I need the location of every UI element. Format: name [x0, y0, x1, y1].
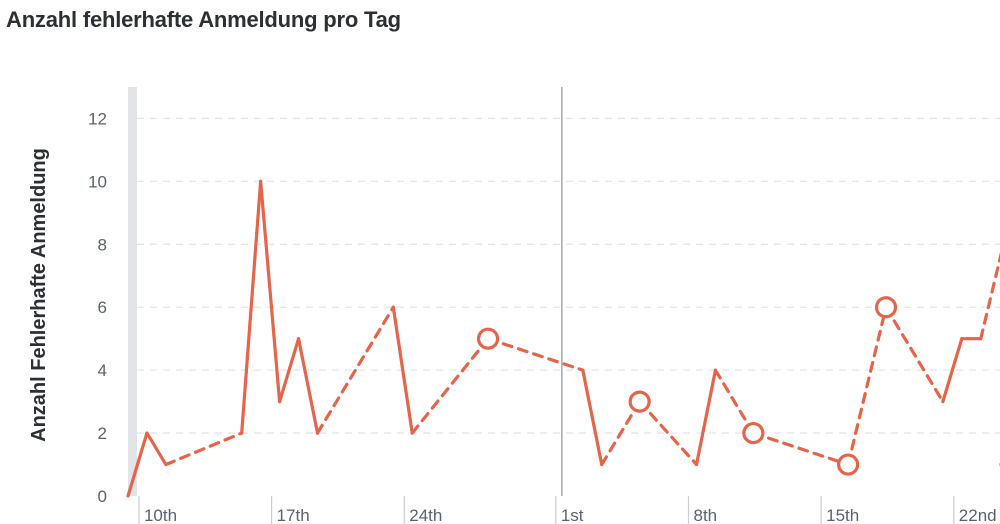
y-tick-label: 8	[98, 235, 107, 254]
series-segment-solid	[240, 179, 263, 435]
series-segment-dashed	[315, 305, 395, 435]
y-tick-label: 12	[88, 109, 107, 128]
x-tick-label: 1st	[561, 506, 584, 524]
series-segment-solid	[694, 368, 718, 467]
series-segment-solid	[581, 368, 604, 467]
y-tick-label: 2	[98, 424, 107, 443]
series-segment-dashed	[884, 305, 945, 404]
series-segment-solid	[145, 431, 168, 467]
data-point-marker	[836, 453, 860, 476]
series-layer	[126, 179, 1000, 498]
series-segment-dashed	[846, 305, 888, 467]
series-segment-dashed	[638, 400, 699, 467]
y-tick-label: 0	[98, 487, 107, 506]
series-segment-solid	[296, 337, 320, 435]
x-tick-label: 22nd	[959, 506, 997, 524]
series-segment-dashed	[979, 251, 1000, 341]
series-segment-dashed	[713, 368, 755, 435]
series-segment-dashed	[600, 400, 642, 467]
y-axis-label: Anzahl Fehlerhafte Anmeldung	[28, 148, 50, 442]
x-tick-label: 10th	[144, 506, 177, 524]
series-segment-dashed	[751, 431, 850, 467]
series-segment-solid	[126, 431, 149, 498]
series-segment-dashed	[164, 431, 244, 467]
data-point-marker	[628, 390, 651, 413]
series-segment-solid	[391, 305, 414, 435]
chart-title: Anzahl fehlerhafte Anmeldung pro Tag	[6, 7, 401, 32]
grid-layer	[128, 87, 1000, 496]
y-tick-label: 4	[98, 361, 107, 380]
data-point-marker	[476, 327, 500, 350]
x-tick-label: 17th	[277, 506, 310, 524]
data-point-marker	[874, 296, 898, 319]
y-tick-layer: 0 2 4 6 8 10 12	[88, 109, 107, 506]
x-tick-label: 15th	[826, 506, 859, 524]
y-tick-label: 10	[88, 172, 107, 191]
series-segment-solid	[278, 337, 301, 404]
x-tick-label: 24th	[409, 506, 442, 524]
y-tick-label: 6	[98, 298, 107, 317]
x-tick-layer: 10th 17th 24th 1st 8th 15th 22nd	[138, 496, 997, 524]
series-segment-dashed	[486, 337, 585, 372]
range-start-marker	[128, 87, 137, 496]
series-segment-solid	[941, 337, 964, 404]
data-point-marker	[742, 421, 765, 445]
series-segment-dashed	[410, 337, 490, 435]
x-tick-label: 8th	[694, 506, 718, 524]
series-segment-solid	[259, 179, 282, 404]
